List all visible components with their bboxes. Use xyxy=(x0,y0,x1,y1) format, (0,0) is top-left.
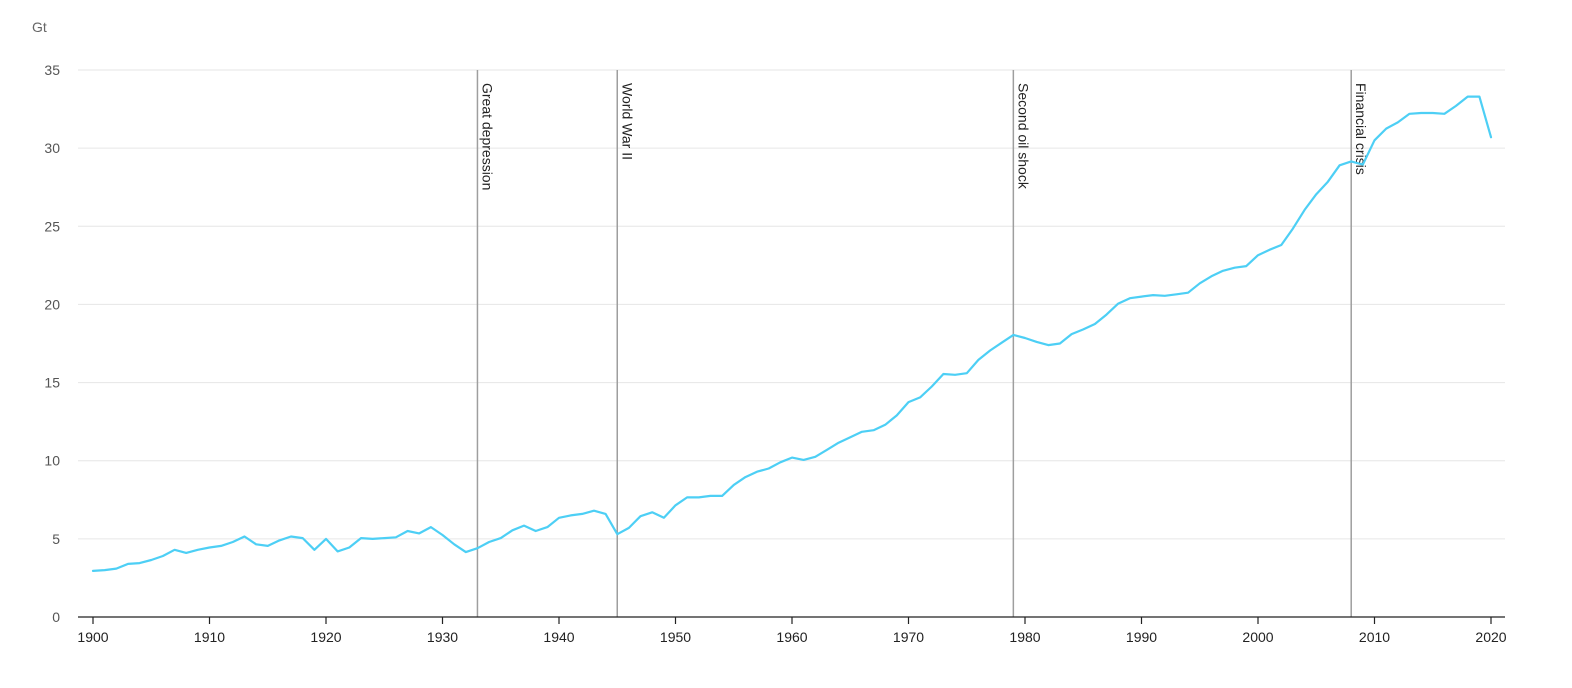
event-label: Financial crisis xyxy=(1353,83,1369,175)
y-tick-label: 15 xyxy=(44,375,60,391)
x-axis-ticks: 1900 1910 1920 1930 1940 1950 1960 1970 1980 1990… xyxy=(77,617,1507,645)
y-tick-label: 10 xyxy=(44,453,60,469)
y-tick-label: 0 xyxy=(52,609,60,625)
x-tick-label: 1900 xyxy=(77,629,108,645)
gridlines xyxy=(78,69,1505,540)
x-tick-label: 1970 xyxy=(893,629,924,645)
event-label: Great depression xyxy=(479,83,495,190)
event-markers: Great depression World War II Second oil s… xyxy=(476,70,1369,617)
x-tick-label: 2010 xyxy=(1359,629,1390,645)
x-tick-label: 2000 xyxy=(1242,629,1273,645)
event-label: World War II xyxy=(619,83,635,160)
x-tick-label: 1960 xyxy=(776,629,807,645)
series-line xyxy=(91,95,1493,573)
x-tick-label: 2020 xyxy=(1475,629,1506,645)
x-tick-label: 1920 xyxy=(310,629,341,645)
y-tick-label: 25 xyxy=(44,218,60,234)
y-axis-unit-label: Gt xyxy=(32,19,47,35)
x-tick-label: 1910 xyxy=(194,629,225,645)
event-label: Second oil shock xyxy=(1015,83,1031,190)
y-tick-label: 20 xyxy=(44,296,60,312)
x-tick-label: 1950 xyxy=(660,629,691,645)
x-tick-label: 1930 xyxy=(427,629,458,645)
x-tick-label: 1980 xyxy=(1009,629,1040,645)
x-tick-label: 1940 xyxy=(543,629,574,645)
y-tick-label: 5 xyxy=(52,531,60,547)
y-tick-label: 30 xyxy=(44,140,60,156)
y-axis-ticks: 0 5 10 15 20 25 30 35 xyxy=(44,62,60,625)
series-layer xyxy=(91,95,1493,573)
y-tick-label: 35 xyxy=(44,62,60,78)
x-tick-label: 1990 xyxy=(1126,629,1157,645)
